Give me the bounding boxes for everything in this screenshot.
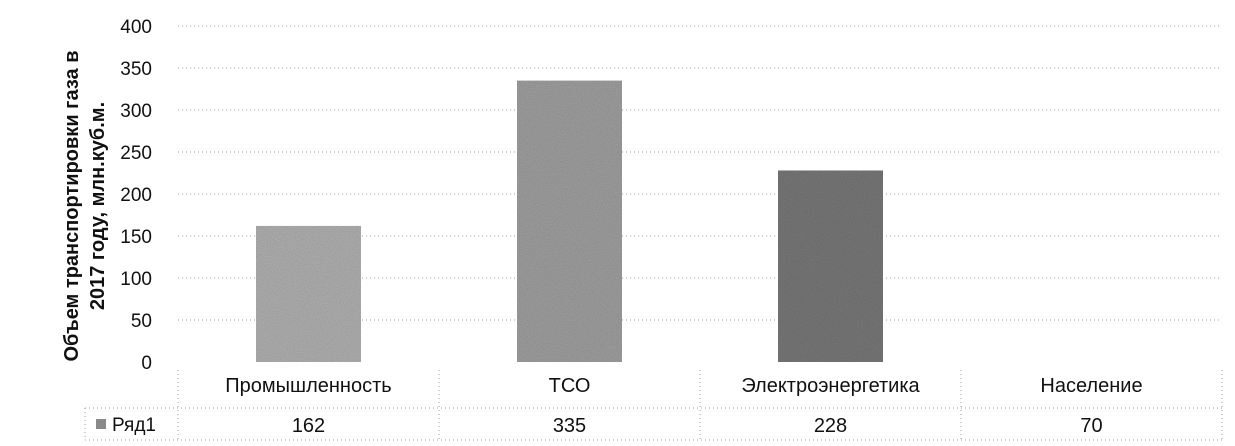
table-value: 335 xyxy=(553,415,586,437)
data-table: Промышленность 162 ТСО 335 Электроэнергетика… xyxy=(84,370,1223,441)
y-tick-label: 50 xyxy=(131,311,152,332)
y-tick-label: 0 xyxy=(141,353,152,374)
bar xyxy=(517,80,622,362)
y-tick-label: 100 xyxy=(120,269,152,290)
y-axis-title-group: Объем транспортировки газа в 2017 году, м… xyxy=(61,50,109,361)
series-legend-key xyxy=(96,419,106,429)
table-value: 228 xyxy=(814,415,847,437)
bar xyxy=(778,170,883,362)
y-tick-label: 350 xyxy=(120,59,152,80)
category-label: Население xyxy=(1040,375,1142,397)
y-tick-label: 250 xyxy=(120,143,152,164)
table-value: 162 xyxy=(292,415,325,437)
y-tick-label: 200 xyxy=(120,185,152,206)
y-axis-title-line: 2017 году, млн.куб.м. xyxy=(87,102,109,310)
y-axis-ticks: 0 50 100 150 200 250 300 350 400 xyxy=(120,17,152,374)
bars xyxy=(256,80,883,362)
series-name: Ряд1 xyxy=(112,415,156,436)
category-label: Электроэнергетика xyxy=(741,375,920,397)
bar xyxy=(256,225,361,362)
y-axis-title-line: Объем транспортировки газа в xyxy=(61,50,83,361)
y-axis-title: Объем транспортировки газа в 2017 году, м… xyxy=(61,50,109,361)
table-value: 70 xyxy=(1080,415,1102,437)
y-tick-label: 400 xyxy=(120,17,152,38)
category-label: Промышленность xyxy=(225,375,391,397)
y-tick-label: 300 xyxy=(120,101,152,122)
category-label: ТСО xyxy=(549,375,591,397)
y-tick-label: 150 xyxy=(120,227,152,248)
